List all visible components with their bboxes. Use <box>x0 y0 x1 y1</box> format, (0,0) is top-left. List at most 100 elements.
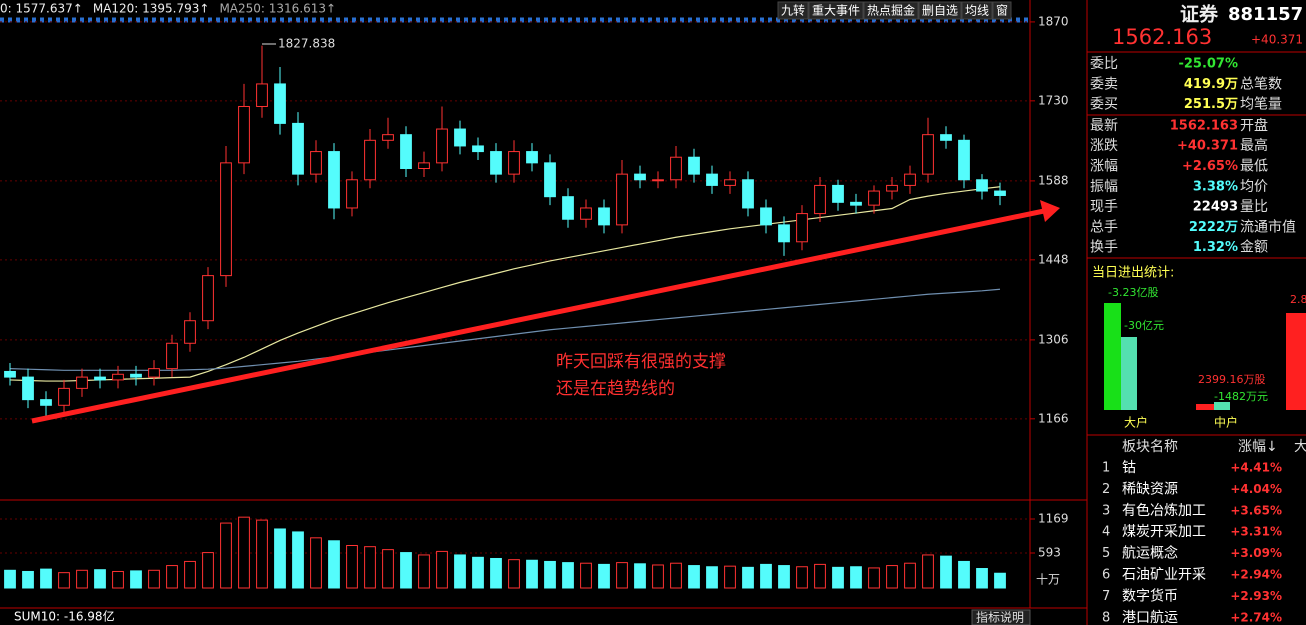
volume-bar <box>742 566 754 589</box>
toolbar-button[interactable] <box>918 1 962 20</box>
sector-name[interactable]: 钴 <box>1122 460 1136 476</box>
stat-value: 2222万 <box>1189 220 1238 235</box>
stat-label: 委比 <box>1090 56 1118 72</box>
sector-name[interactable]: 数字货币 <box>1122 587 1178 604</box>
volume-bar <box>688 565 700 589</box>
candle-body <box>508 151 520 175</box>
volume-bar <box>652 564 664 589</box>
toolbar-label[interactable]: 均线 <box>965 4 989 18</box>
volume-bar <box>256 519 268 589</box>
sector-name[interactable]: 石油矿业开采 <box>1122 567 1206 583</box>
sector-name[interactable]: 有色冶炼加工 <box>1122 502 1206 519</box>
flow-group: 大户 <box>1124 415 1148 430</box>
volume-bar <box>292 531 304 589</box>
volume-bar <box>760 563 772 589</box>
candle-body <box>850 201 862 206</box>
toolbar-label[interactable]: 窗 <box>996 4 1008 18</box>
candle-body <box>202 275 214 322</box>
price-chart <box>0 21 1035 589</box>
sector-rank: 7 <box>1102 589 1110 604</box>
volume-bar <box>868 567 880 589</box>
sector-change: +2.74% <box>1230 610 1282 624</box>
candle-body <box>400 134 412 169</box>
volume-unit: 十万 <box>1036 573 1060 587</box>
toolbar-button[interactable] <box>961 1 993 20</box>
last-price: 1562.163 <box>1112 25 1212 49</box>
stat-label: 金额 <box>1240 240 1268 256</box>
volume-bar <box>58 572 70 589</box>
toolbar-label[interactable]: 热点掘金 <box>867 3 915 18</box>
volume-bar <box>508 559 520 589</box>
sector-change: +3.65% <box>1230 503 1282 517</box>
volume-bar <box>544 560 556 589</box>
candle-body <box>742 179 754 209</box>
toolbar-button[interactable] <box>992 1 1012 20</box>
stat-value: 3.38% <box>1193 179 1238 194</box>
volume-bar <box>238 516 250 589</box>
stat-label: 现手 <box>1090 199 1118 215</box>
volume-bar <box>220 522 232 589</box>
help-button[interactable] <box>971 609 1031 625</box>
stat-value: 22493 <box>1193 200 1238 215</box>
flow-bar <box>1104 303 1121 410</box>
stat-value: +40.371 <box>1177 139 1238 154</box>
sector-change: +3.09% <box>1230 546 1282 560</box>
toolbar-label[interactable]: 删自选 <box>922 4 958 18</box>
table-header: 涨幅↓ <box>1238 439 1278 455</box>
flow-bar <box>1196 404 1214 410</box>
stat-label: 涨幅 <box>1090 159 1118 175</box>
toolbar-label[interactable]: 九转 <box>781 3 805 18</box>
sector-name[interactable]: 港口航运 <box>1122 610 1178 625</box>
candle-body <box>382 134 394 141</box>
sector-rank: 5 <box>1102 546 1110 561</box>
volume-bar <box>22 570 34 589</box>
toolbar-button[interactable] <box>808 1 864 20</box>
volume-bar <box>346 545 358 589</box>
sector-name[interactable]: 稀缺资源 <box>1122 481 1178 497</box>
annotation: 还是在趋势线的 <box>556 379 675 399</box>
stat-label: 最新 <box>1090 118 1118 134</box>
volume-bar <box>958 560 970 589</box>
candle-body <box>364 139 376 181</box>
candle-body <box>616 173 628 226</box>
trend-line <box>31 208 1045 424</box>
flow-label: 2.8 <box>1290 293 1306 306</box>
flow-bar <box>1121 337 1137 410</box>
volume-bar <box>310 537 322 589</box>
volume-bar <box>274 528 286 589</box>
candle-body <box>652 179 664 182</box>
stat-label: 涨跌 <box>1090 138 1118 154</box>
sector-name[interactable]: 航运概念 <box>1122 545 1178 562</box>
stat-label: 委卖 <box>1090 76 1118 92</box>
candle-body <box>724 179 736 186</box>
candle-body <box>310 151 322 175</box>
volume-bar <box>706 566 718 589</box>
sector-name[interactable]: 煤炭开采加工 <box>1122 524 1206 540</box>
volume-bar <box>580 562 592 589</box>
stat-label: 最低 <box>1240 159 1268 175</box>
sector-change: +2.93% <box>1230 589 1282 603</box>
volume-bar <box>76 569 88 589</box>
sector-rank: 8 <box>1102 610 1110 625</box>
candle-body <box>958 139 970 181</box>
candle-body <box>490 151 502 175</box>
sector-rank: 4 <box>1102 525 1110 540</box>
volume-bar <box>814 563 826 589</box>
volume-bar <box>832 566 844 589</box>
toolbar-button[interactable] <box>863 1 919 20</box>
help-label[interactable]: 指标说明 <box>976 610 1024 625</box>
volume-bar <box>436 550 448 589</box>
sector-change: +4.41% <box>1230 461 1282 475</box>
toolbar-label[interactable]: 重大事件 <box>812 4 860 18</box>
volume-bar <box>670 562 682 589</box>
stat-label: 总手 <box>1090 219 1118 235</box>
stat-value: 419.9万 <box>1184 77 1238 92</box>
volume-bar <box>454 554 466 589</box>
y-tick-label: 1448 <box>1038 252 1069 266</box>
candle-body <box>184 320 196 344</box>
flow-bar <box>1286 313 1306 410</box>
stat-label: 量比 <box>1240 199 1268 215</box>
toolbar-button[interactable] <box>777 1 809 20</box>
volume-bar <box>850 566 862 589</box>
